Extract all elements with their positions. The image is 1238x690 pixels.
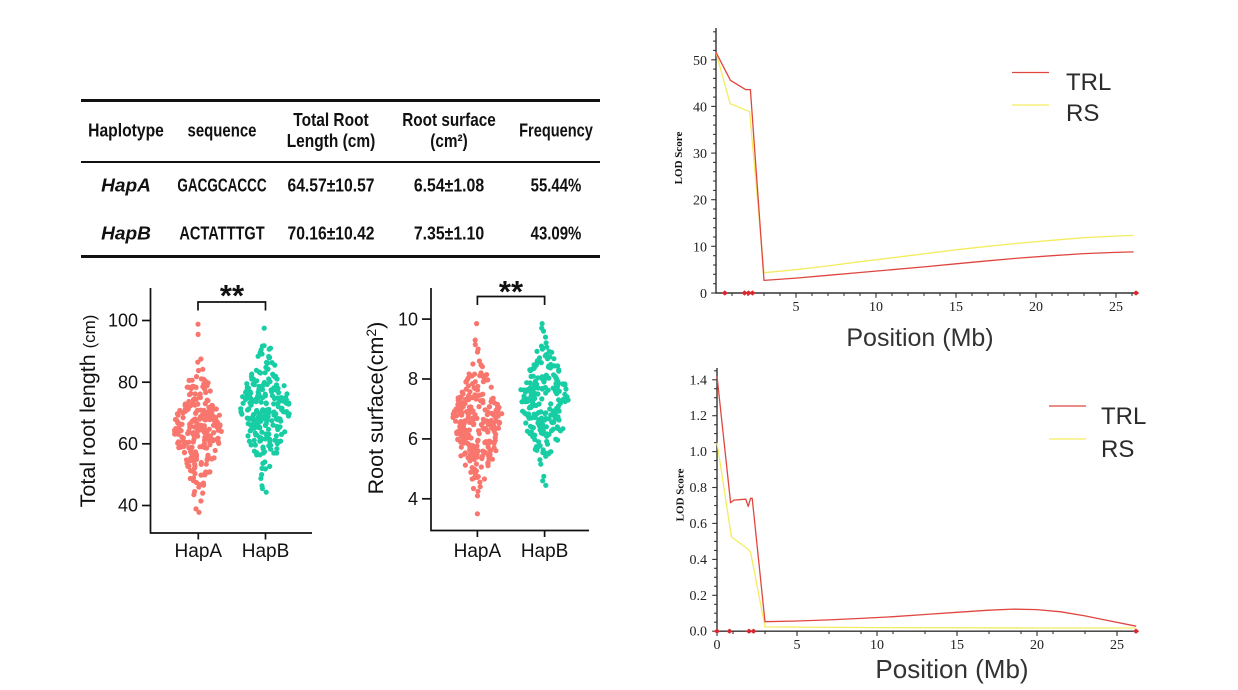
svg-text:0: 0	[700, 287, 707, 302]
svg-text:40: 40	[118, 496, 138, 516]
svg-text:20: 20	[1030, 638, 1044, 653]
svg-text:LOD Score: LOD Score	[675, 469, 687, 522]
svg-text:15: 15	[950, 638, 964, 653]
svg-text:5: 5	[793, 300, 800, 315]
svg-text:HapB: HapB	[521, 541, 569, 562]
svg-text:25: 25	[1109, 300, 1123, 315]
svg-text:8: 8	[408, 369, 418, 389]
svg-text:5: 5	[794, 638, 801, 653]
svg-text:80: 80	[118, 372, 138, 392]
svg-text:1.0: 1.0	[690, 445, 708, 460]
svg-text:4: 4	[408, 489, 418, 509]
svg-text:0.2: 0.2	[690, 589, 708, 604]
svg-text:50: 50	[693, 54, 707, 69]
svg-text:30: 30	[693, 147, 707, 162]
svg-text:0.6: 0.6	[690, 517, 708, 532]
svg-text:RS: RS	[1101, 436, 1134, 463]
svg-text:40: 40	[693, 100, 707, 115]
svg-text:10: 10	[870, 638, 884, 653]
svg-text:0: 0	[714, 638, 721, 653]
svg-text:0.4: 0.4	[690, 553, 708, 568]
svg-text:LOD Score: LOD Score	[673, 132, 685, 185]
svg-text:Root surface(cm2): Root surface(cm2)	[363, 322, 388, 495]
svg-text:6: 6	[408, 429, 418, 449]
svg-text:0.0: 0.0	[690, 625, 708, 640]
svg-text:15: 15	[949, 300, 963, 315]
svg-text:RS: RS	[1066, 100, 1099, 127]
svg-text:100: 100	[108, 311, 138, 331]
svg-text:60: 60	[118, 434, 138, 454]
svg-text:HapA: HapA	[454, 541, 502, 562]
svg-text:0.8: 0.8	[690, 481, 708, 496]
svg-text:**: **	[220, 278, 245, 313]
svg-text:Position (Mb): Position (Mb)	[875, 654, 1028, 684]
svg-text:**: **	[499, 274, 524, 309]
svg-text:HapB: HapB	[242, 541, 290, 562]
svg-text:1.4: 1.4	[690, 373, 708, 388]
svg-text:10: 10	[869, 300, 883, 315]
svg-text:TRL: TRL	[1101, 403, 1146, 430]
svg-text:HapA: HapA	[175, 541, 223, 562]
svg-text:20: 20	[1029, 300, 1043, 315]
svg-text:10: 10	[398, 309, 418, 329]
svg-text:TRL: TRL	[1066, 69, 1111, 96]
svg-text:1.2: 1.2	[690, 409, 708, 424]
svg-text:10: 10	[693, 240, 707, 255]
svg-text:Total root length (cm): Total root length (cm)	[76, 315, 100, 508]
svg-text:25: 25	[1110, 638, 1124, 653]
svg-text:Position (Mb): Position (Mb)	[846, 324, 993, 352]
svg-text:20: 20	[693, 194, 707, 209]
